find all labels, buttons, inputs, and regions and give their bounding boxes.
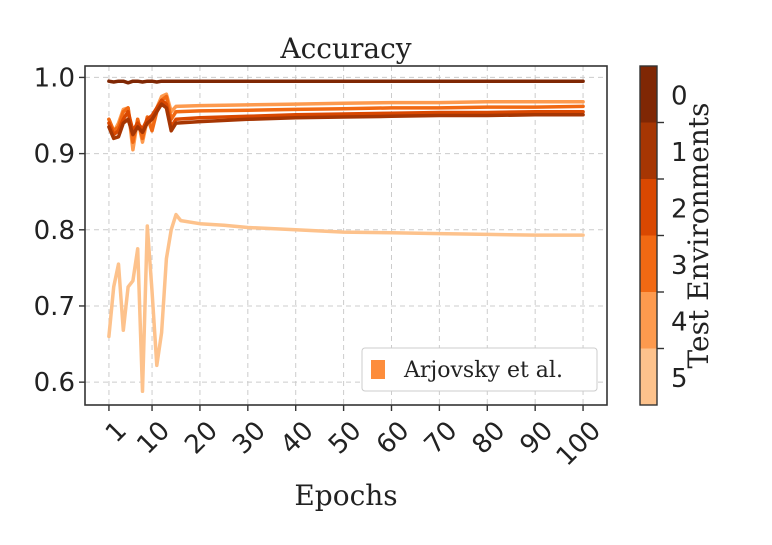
y-axis-ticks: 0.6 0.7 0.8 0.9 1.0 bbox=[34, 63, 85, 398]
x-tick-label: 100 bbox=[551, 416, 607, 472]
colorbar-cell-env-5 bbox=[640, 348, 657, 406]
x-axis-label: Epochs bbox=[294, 479, 397, 512]
colorbar-cells bbox=[640, 66, 657, 406]
x-tick-label: 20 bbox=[179, 416, 224, 461]
x-tick-label: 30 bbox=[227, 416, 272, 461]
x-tick-label: 70 bbox=[419, 416, 464, 461]
colorbar-cell-env-0 bbox=[640, 66, 657, 123]
legend: Arjovsky et al. bbox=[361, 347, 598, 392]
x-tick-label: 80 bbox=[467, 416, 512, 461]
colorbar-tick-label: 0 bbox=[671, 81, 688, 111]
x-tick-label: 40 bbox=[275, 416, 320, 461]
colorbar-cell-env-1 bbox=[640, 122, 657, 180]
legend-swatch bbox=[371, 360, 385, 379]
y-tick-label: 0.7 bbox=[34, 292, 75, 322]
colorbar-cell-env-3 bbox=[640, 235, 657, 293]
colorbar-tick-label: 5 bbox=[671, 364, 688, 394]
series-line-env-1 bbox=[107, 102, 585, 141]
colorbar-tick-label: 1 bbox=[671, 138, 688, 168]
plot-frame bbox=[84, 65, 608, 406]
legend-label: Arjovsky et al. bbox=[403, 358, 563, 383]
colorbar-tick-label: 4 bbox=[671, 307, 688, 337]
colorbar-ticks: 0 1 2 3 4 5 bbox=[657, 81, 688, 394]
series-line-env-2 bbox=[107, 98, 585, 137]
colorbar-cell-env-4 bbox=[640, 292, 657, 349]
series-line-env-3 bbox=[107, 94, 585, 144]
colorbar-label: Test Environments bbox=[682, 103, 715, 369]
y-tick-label: 1.0 bbox=[34, 63, 75, 93]
chart-title: Accuracy bbox=[279, 32, 411, 65]
x-tick-label: 50 bbox=[323, 416, 368, 461]
series-line-env-5 bbox=[107, 212, 585, 394]
y-tick-label: 0.8 bbox=[34, 216, 75, 246]
colorbar-cell-env-2 bbox=[640, 179, 657, 236]
legend-box bbox=[361, 347, 598, 392]
x-tick-label: 60 bbox=[371, 416, 416, 461]
y-tick-label: 0.9 bbox=[34, 140, 75, 170]
colorbar-tick-label: 3 bbox=[671, 251, 688, 281]
x-tick-label: 10 bbox=[131, 416, 176, 461]
x-tick-label: 1 bbox=[100, 416, 133, 449]
series-line-env-0 bbox=[107, 79, 585, 85]
colorbar: 0 1 2 3 4 5 Test Environments bbox=[639, 65, 715, 406]
y-tick-label: 0.6 bbox=[34, 368, 75, 398]
colorbar-tick-label: 2 bbox=[671, 194, 688, 224]
series-lines bbox=[107, 79, 585, 394]
